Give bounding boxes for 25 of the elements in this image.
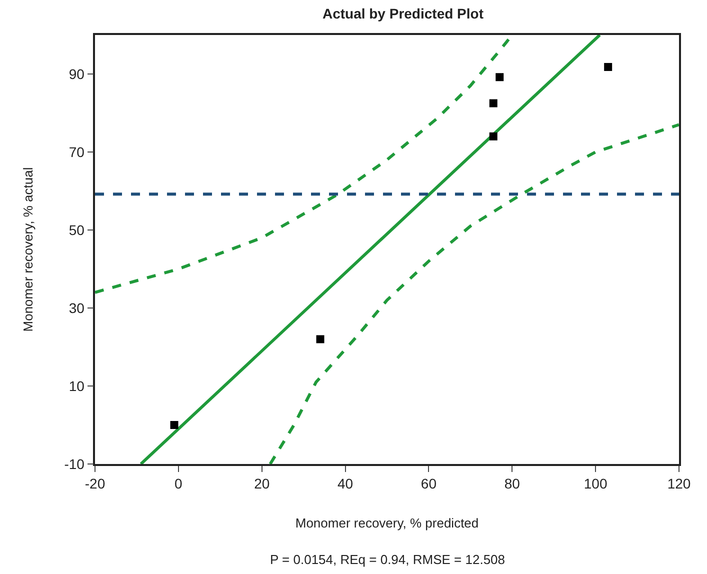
- y-tick-label: 50: [68, 222, 85, 238]
- x-tick-label: 100: [584, 476, 608, 492]
- chart-title: Actual by Predicted Plot: [322, 5, 484, 22]
- x-axis-title: Monomer recovery, % predicted: [295, 516, 479, 531]
- point: [170, 421, 178, 429]
- y-tick-label: 30: [68, 300, 85, 316]
- y-tick-label: 10: [68, 378, 85, 394]
- y-tick-label: 70: [68, 144, 85, 160]
- point: [316, 335, 324, 344]
- line-series: [268, 123, 679, 464]
- x-tick-label: 60: [420, 476, 437, 492]
- text: P = 0.0154, REq = 0.94, RMSE = 12.508: [270, 552, 506, 567]
- x-tick-label: 0: [174, 476, 183, 492]
- point: [604, 62, 612, 71]
- x-tick-label: -20: [84, 476, 106, 492]
- point: [496, 73, 504, 82]
- x-tick-label: 20: [254, 476, 270, 492]
- x-tick-label: 120: [667, 476, 691, 492]
- y-axis-title: Monomer recovery, % actual: [20, 167, 36, 332]
- point: [489, 132, 498, 140]
- y-tick-label: -10: [64, 456, 85, 472]
- x-tick-label: 80: [504, 476, 520, 492]
- point: [489, 99, 498, 108]
- x-tick-label: 40: [338, 476, 354, 492]
- y-tick-label: 90: [68, 66, 85, 82]
